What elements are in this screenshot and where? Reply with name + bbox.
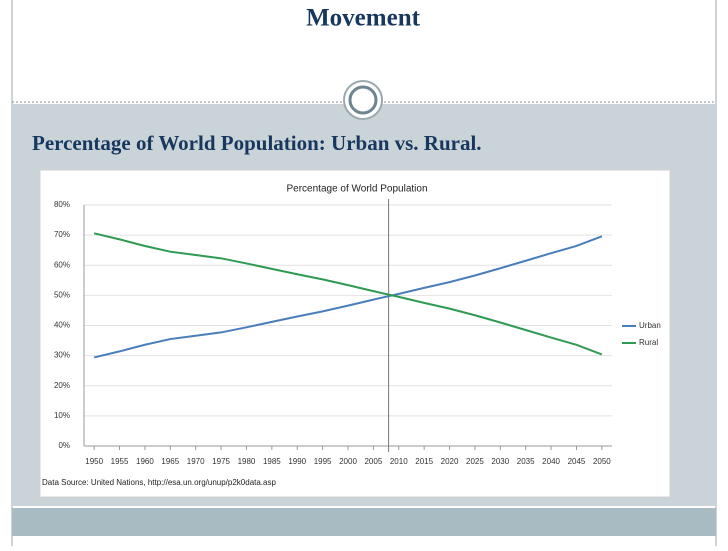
x-tick-label: 1990 — [288, 457, 306, 466]
divider-ornament — [348, 85, 378, 115]
y-tick-label: 30% — [54, 351, 70, 360]
x-tick-label: 2045 — [568, 457, 586, 466]
x-tick-label: 1995 — [314, 457, 332, 466]
chart-frame — [39, 169, 671, 498]
y-tick-label: 60% — [54, 260, 70, 269]
x-tick-label: 1970 — [187, 457, 205, 466]
y-tick-label: 50% — [54, 290, 70, 299]
y-tick-label: 80% — [54, 200, 70, 209]
x-tick-label: 2050 — [593, 457, 611, 466]
series-line — [93, 232, 603, 356]
x-tick-label: 1965 — [161, 457, 179, 466]
slide-subtitle: Percentage of World Population: Urban vs… — [32, 131, 482, 155]
x-tick-label: 2000 — [339, 457, 357, 466]
y-tick-label: 10% — [54, 411, 70, 420]
legend-label: Urban — [639, 321, 661, 330]
x-tick-label: 1960 — [136, 457, 154, 466]
footer-band — [12, 508, 716, 536]
x-tick-label: 2030 — [491, 457, 509, 466]
source-note: Data Source: United Nations, http://esa.… — [42, 478, 276, 487]
x-tick-label: 1950 — [85, 457, 103, 466]
x-tick-label: 1955 — [111, 457, 129, 466]
x-tick-label: 1980 — [238, 457, 256, 466]
x-tick-label: 1985 — [263, 457, 281, 466]
y-tick-label: 20% — [54, 381, 70, 390]
x-tick-label: 2025 — [466, 457, 484, 466]
slide-title: Movement — [306, 5, 421, 32]
y-tick-label: 40% — [54, 321, 70, 330]
chart-title: Percentage of World Population — [286, 184, 427, 195]
x-tick-label: 2035 — [517, 457, 535, 466]
x-tick-label: 2020 — [441, 457, 459, 466]
x-tick-label: 2015 — [415, 457, 433, 466]
series-line — [93, 235, 603, 359]
x-tick-label: 2010 — [390, 457, 408, 466]
x-tick-label: 2005 — [364, 457, 382, 466]
x-tick-label: 1975 — [212, 457, 230, 466]
x-tick-label: 2040 — [542, 457, 560, 466]
y-tick-label: 0% — [58, 441, 70, 450]
legend-label: Rural — [639, 338, 658, 347]
y-tick-label: 70% — [54, 230, 70, 239]
